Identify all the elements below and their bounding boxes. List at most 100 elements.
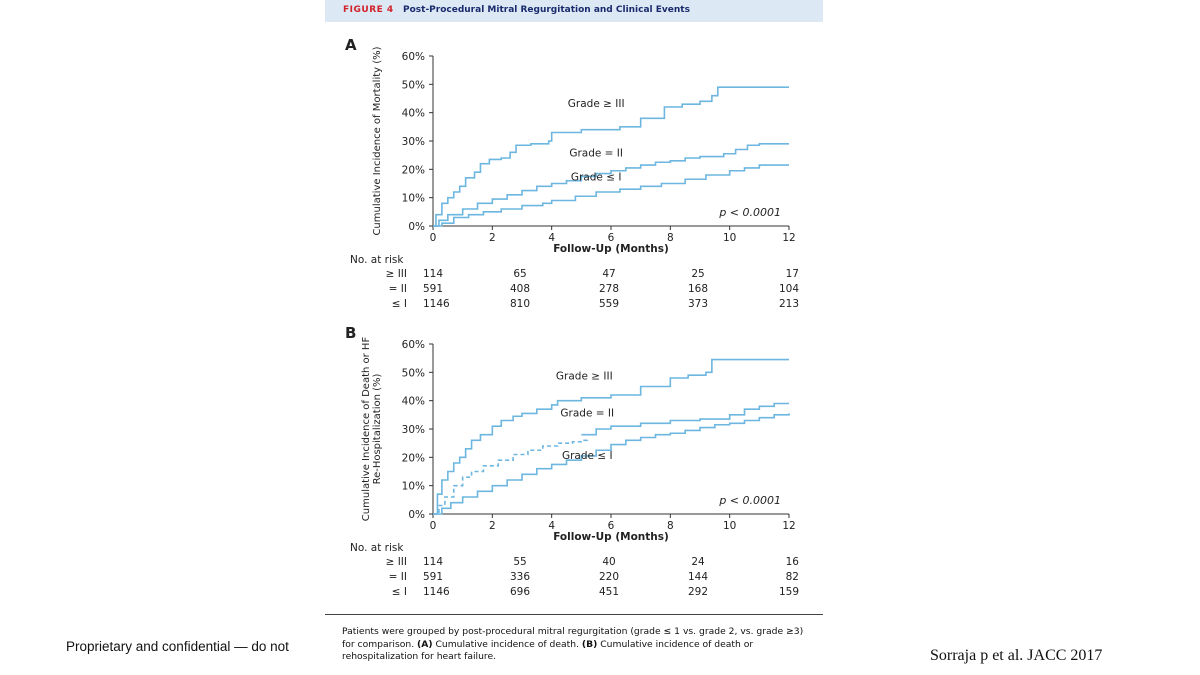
at-risk-value: 55	[513, 556, 526, 568]
at-risk-value: 591	[423, 283, 443, 295]
at-risk-value: 114	[423, 556, 443, 568]
y-tick-label: 20%	[402, 452, 425, 464]
at-risk-value: 16	[786, 556, 800, 568]
y-tick-label: 60%	[402, 339, 425, 351]
citation: Sorraja p et al. JACC 2017	[930, 647, 1103, 664]
y-axis-label: Cumulative Incidence of Mortality (%)	[372, 46, 383, 235]
at-risk-value: 114	[423, 268, 443, 280]
y-tick-label: 40%	[402, 396, 425, 408]
y-tick-label: 60%	[402, 51, 425, 63]
series-line	[433, 86, 789, 227]
y-tick-label: 50%	[402, 79, 425, 91]
x-tick-label: 8	[667, 520, 674, 532]
y-tick-label: 20%	[402, 164, 425, 176]
x-tick-label: 2	[489, 520, 496, 532]
at-risk-value: 292	[688, 586, 708, 598]
series-label: Grade = II	[560, 407, 614, 419]
x-tick-label: 6	[608, 520, 615, 532]
series-label: Grade = II	[569, 148, 623, 160]
x-axis-label: Follow-Up (Months)	[553, 531, 669, 543]
at-risk-value: 25	[691, 268, 704, 280]
p-value-label: p < 0.0001	[718, 206, 781, 219]
at-risk-value: 159	[779, 586, 799, 598]
at-risk-value: 144	[688, 571, 708, 583]
series-label: Grade ≥ III	[556, 370, 613, 382]
at-risk-value: 278	[599, 283, 619, 295]
at-risk-title: No. at risk	[350, 542, 404, 554]
at-risk-value: 65	[513, 268, 526, 280]
figure-title: Post-Procedural Mitral Regurgitation and…	[403, 5, 690, 15]
caption-prefix: Patients were grouped by post-procedural…	[342, 626, 804, 650]
caption-a-text: Cumulative incidence of death.	[435, 638, 579, 650]
x-tick-label: 4	[548, 520, 555, 532]
at-risk-row-label: ≤ I	[392, 586, 407, 598]
series-line	[433, 164, 789, 227]
at-risk-value: 591	[423, 571, 443, 583]
at-risk-value: 168	[688, 283, 708, 295]
at-risk-row-label: = II	[389, 571, 407, 583]
series-line	[581, 402, 789, 436]
caption-divider	[325, 614, 823, 615]
at-risk-value: 408	[510, 283, 530, 295]
y-axis-label: Cumulative Incidence of Death or HF	[361, 337, 372, 522]
caption-a-label: (A)	[417, 638, 433, 650]
x-tick-label: 2	[489, 232, 496, 244]
y-tick-label: 40%	[402, 108, 425, 120]
figure-header: FIGURE 4 Post-Procedural Mitral Regurgit…	[325, 0, 823, 22]
at-risk-title: No. at risk	[350, 254, 404, 266]
at-risk-value: 696	[510, 586, 530, 598]
series-line	[433, 358, 789, 515]
caption-b-text: Cumulative incidence of death or rehospi…	[342, 638, 754, 663]
chart-panel-a: A0%10%20%30%40%50%60%0 2 4 6 8 10 12Follow-Up …	[345, 36, 799, 310]
confidential-notice: Proprietary and confidential — do not	[66, 639, 289, 654]
p-value-label: p < 0.0001	[718, 494, 781, 507]
x-tick-label: 10	[723, 520, 736, 532]
at-risk-value: 559	[599, 298, 619, 310]
y-tick-label: 10%	[402, 481, 425, 493]
at-risk-value: 104	[779, 283, 799, 295]
y-tick-label: 0%	[408, 509, 425, 521]
x-tick-label: 0	[430, 232, 437, 244]
series-label: Grade ≥ III	[568, 98, 625, 110]
figure-number: FIGURE 4	[343, 5, 394, 15]
caption-b-label: (B)	[581, 638, 598, 650]
at-risk-row-label: = II	[389, 283, 407, 295]
at-risk-value: 213	[779, 298, 799, 310]
y-tick-label: 10%	[402, 193, 425, 205]
at-risk-value: 17	[786, 268, 799, 280]
x-tick-label: 4	[548, 232, 555, 244]
panel-label: B	[345, 324, 356, 342]
at-risk-value: 24	[691, 556, 705, 568]
x-tick-label: 12	[782, 520, 795, 532]
at-risk-row-label: ≥ III	[386, 268, 407, 280]
y-tick-label: 50%	[402, 367, 425, 379]
x-axis-label: Follow-Up (Months)	[553, 243, 669, 255]
at-risk-value: 220	[599, 571, 619, 583]
series-label: Grade ≤ I	[571, 172, 622, 184]
panel-label: A	[345, 36, 357, 54]
series-label: Grade ≤ I	[562, 450, 613, 462]
y-axis-label: Re-Hospitalization (%)	[372, 373, 383, 484]
figure-caption: Patients were grouped by post-procedural…	[342, 626, 812, 664]
series-line	[433, 437, 589, 515]
x-tick-label: 8	[667, 232, 674, 244]
y-tick-label: 0%	[408, 221, 425, 233]
at-risk-value: 336	[510, 571, 530, 583]
y-tick-label: 30%	[402, 424, 425, 436]
x-tick-label: 10	[723, 232, 736, 244]
x-tick-label: 12	[782, 232, 795, 244]
at-risk-value: 82	[786, 571, 799, 583]
at-risk-row-label: ≤ I	[392, 298, 407, 310]
at-risk-value: 1146	[423, 586, 450, 598]
at-risk-value: 1146	[423, 298, 450, 310]
x-tick-label: 6	[608, 232, 615, 244]
chart-panel-b: B0%10%20%30%40%50%60%0 2 4 6 8 10 12Follow-Up …	[345, 324, 800, 598]
at-risk-row-label: ≥ III	[386, 556, 407, 568]
at-risk-value: 451	[599, 586, 619, 598]
at-risk-value: 810	[510, 298, 530, 310]
series-line	[433, 143, 789, 227]
at-risk-value: 40	[602, 556, 615, 568]
x-tick-label: 0	[430, 520, 437, 532]
series-line	[433, 413, 790, 515]
at-risk-value: 373	[688, 298, 708, 310]
